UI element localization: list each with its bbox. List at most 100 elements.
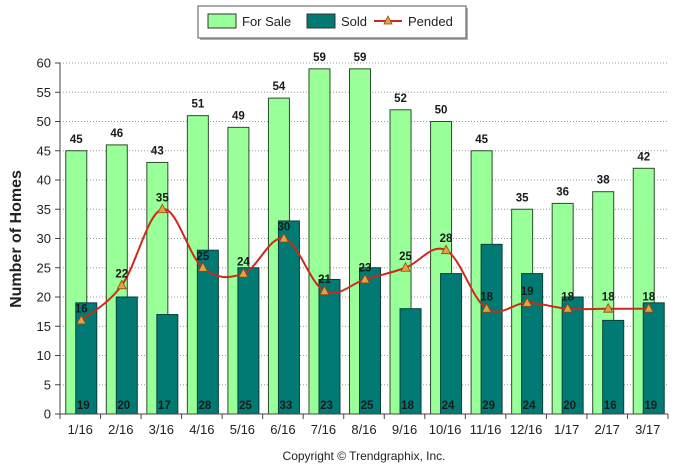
sold-value-label: 18 [401,400,414,412]
y-tick-label: 35 [37,202,51,217]
sold-value-label: 20 [563,400,576,412]
y-tick-label: 15 [37,319,51,334]
x-axis-ticks: 1/16 2/16 3/16 4/16 5/16 6/16 7/16 8/16 9/16 10/1… [59,414,669,437]
pended-marker [603,302,614,313]
sold-bar [359,267,381,415]
sold-value-label: 28 [198,400,211,412]
x-tick-label: 2/17 [595,422,620,437]
sold-bars [75,220,665,415]
sold-bar [561,296,584,415]
sold-value-label: 16 [604,400,617,412]
axes [59,63,668,415]
pended-marker [238,267,249,278]
for-sale-value-label: 59 [354,52,367,64]
legend: For Sale Sold Pended [197,5,468,40]
sold-bar [115,296,138,415]
pended-value-label: 24 [237,257,250,269]
sold-value-label: 19 [644,400,657,412]
x-tick-label: 2/16 [108,422,133,437]
x-tick-label: 3/16 [149,422,174,437]
pended-marker [643,302,654,313]
pended-marker [359,273,371,284]
y-tick-label: 0 [44,407,51,422]
pended-marker [76,314,87,325]
sold-bar [440,273,463,415]
sold-bar [642,302,665,415]
pended-marker [562,302,573,313]
y-tick-label: 40 [37,173,51,188]
sold-value-label: 29 [482,400,495,412]
pended-value-label: 18 [480,292,493,304]
y-tick-label: 20 [37,290,51,305]
pended-marker [278,232,290,243]
for-sale-value-label: 43 [151,145,164,157]
x-tick-label: 1/16 [68,422,93,437]
x-tick-label: 7/16 [311,422,336,437]
for-sale-value-label: 54 [273,81,286,93]
data-labels: 45 46 43 51 49 54 59 59 52 50 45 35 36 38 42 19 20 17 28 25… [70,52,657,412]
for-sale-value-label: 52 [394,93,407,105]
for-sale-value-label: 45 [70,134,83,146]
sold-bar [237,267,260,415]
y-tick-label: 50 [37,114,51,129]
pended-value-label: 28 [440,233,453,245]
pended-value-label: 16 [75,303,88,315]
x-tick-label: 6/16 [270,422,295,437]
y-tick-label: 10 [37,348,51,363]
y-tick-label: 5 [44,377,51,392]
sold-bar [399,308,422,415]
pended-series-line [80,208,649,322]
legend-swatch-for-sale [207,13,237,29]
sold-value-label: 33 [280,400,293,412]
pended-value-label: 19 [521,286,534,298]
pended-marker [481,302,492,313]
sold-value-label: 24 [442,400,455,412]
sold-bar [318,278,341,415]
pended-value-label: 18 [561,292,574,304]
pended-value-label: 30 [278,222,291,234]
for-sale-value-label: 49 [232,110,245,122]
legend-label-for-sale: For Sale [242,14,291,29]
for-sale-value-label: 46 [110,128,123,140]
pended-marker [319,285,330,296]
x-tick-label: 9/16 [392,422,417,437]
x-tick-label: 11/16 [470,422,502,437]
legend-label-pended: Pended [408,14,453,29]
sold-value-label: 23 [320,400,333,412]
sold-value-label: 17 [158,400,171,412]
for-sale-value-label: 36 [556,186,569,198]
pended-value-label: 18 [602,292,615,304]
pended-value-label: 25 [196,251,209,263]
x-tick-label: 10/16 [429,422,462,437]
pended-line [76,203,654,325]
pended-marker [521,296,533,307]
legend-label-sold: Sold [341,14,367,29]
y-tick-label: 45 [37,143,51,158]
sold-value-label: 19 [77,400,90,412]
for-sale-value-label: 51 [191,99,204,111]
pended-value-label: 21 [318,274,331,286]
x-tick-label: 4/16 [189,422,214,437]
pended-value-label: 22 [115,268,128,280]
sold-bar [480,243,503,415]
sold-value-label: 20 [117,400,130,412]
pended-value-label: 35 [156,192,169,204]
pended-marker [157,203,168,214]
y-tick-label: 25 [37,260,51,275]
pended-value-label: 23 [359,262,372,274]
pended-marker [116,279,127,290]
y-axis-ticks: 0 5 10 15 20 25 30 35 40 45 50 55 60 [37,56,60,422]
for-sale-value-label: 42 [637,151,650,163]
for-sale-value-label: 59 [313,52,326,64]
for-sale-value-label: 38 [597,175,610,187]
for-sale-value-label: 35 [516,192,529,204]
x-tick-label: 1/17 [554,422,579,437]
pended-marker [400,261,411,272]
x-tick-label: 5/16 [230,422,255,437]
legend-swatch-sold [306,13,336,29]
sold-value-label: 25 [361,400,374,412]
legend-marker-pended [383,15,393,25]
for-sale-value-label: 45 [475,134,488,146]
y-tick-label: 60 [37,56,51,71]
